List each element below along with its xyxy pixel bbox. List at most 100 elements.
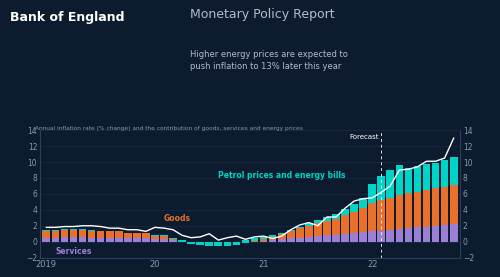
Bar [441, 160, 448, 187]
Bar [60, 237, 68, 242]
Bar [332, 235, 340, 242]
Bar [323, 221, 331, 235]
Bar [314, 236, 322, 242]
Bar [404, 193, 412, 228]
Bar [350, 233, 358, 242]
Bar [115, 231, 122, 238]
Bar [314, 220, 322, 223]
Bar [106, 230, 114, 231]
Bar [214, 242, 222, 243]
Bar [106, 238, 114, 242]
Bar [151, 239, 159, 242]
Bar [332, 219, 340, 235]
Bar [133, 233, 140, 238]
Text: Forecast: Forecast [349, 134, 378, 140]
Bar [224, 242, 231, 243]
Bar [232, 242, 240, 243]
Bar [188, 242, 195, 244]
Bar [350, 212, 358, 233]
Bar [305, 223, 312, 226]
Bar [414, 227, 422, 242]
Bar [378, 176, 385, 200]
Bar [88, 230, 96, 238]
Bar [314, 223, 322, 236]
Bar [232, 242, 240, 245]
Bar [250, 238, 258, 242]
Bar [386, 230, 394, 242]
Bar [422, 190, 430, 227]
Bar [450, 157, 458, 185]
Text: Higher energy prices are expected to
push inflation to 13% later this year: Higher energy prices are expected to pus… [190, 50, 348, 71]
Bar [133, 238, 140, 242]
Bar [224, 242, 231, 247]
Bar [178, 240, 186, 242]
Bar [232, 242, 240, 243]
Bar [269, 240, 276, 242]
Bar [386, 170, 394, 198]
Bar [287, 230, 294, 238]
Bar [124, 233, 132, 238]
Bar [368, 231, 376, 242]
Bar [296, 228, 304, 238]
Bar [414, 166, 422, 191]
Bar [360, 198, 367, 208]
Bar [323, 235, 331, 242]
Bar [70, 230, 78, 237]
Bar [305, 237, 312, 242]
Bar [142, 238, 150, 242]
Bar [278, 233, 285, 239]
Bar [78, 237, 86, 242]
Bar [441, 187, 448, 225]
Bar [296, 238, 304, 242]
Bar [432, 226, 440, 242]
Bar [360, 208, 367, 232]
Bar [224, 242, 231, 243]
Bar [142, 233, 150, 238]
Bar [97, 231, 104, 238]
Bar [242, 240, 250, 243]
Bar [169, 238, 177, 240]
Bar [206, 242, 213, 246]
Text: Petrol prices and energy bills: Petrol prices and energy bills [218, 171, 346, 180]
Text: Annual inflation rate (% change) and the contribution of goods, services and ene: Annual inflation rate (% change) and the… [35, 126, 303, 131]
Bar [115, 238, 122, 242]
Bar [60, 229, 68, 230]
Bar [441, 225, 448, 242]
Bar [169, 238, 177, 239]
Text: Bank of England: Bank of England [10, 11, 124, 24]
Bar [287, 238, 294, 242]
Text: Goods: Goods [164, 214, 191, 223]
Bar [160, 235, 168, 239]
Bar [278, 239, 285, 242]
Bar [42, 238, 50, 242]
Bar [422, 165, 430, 190]
Bar [414, 191, 422, 227]
Bar [214, 242, 222, 247]
Bar [151, 235, 159, 239]
Bar [332, 214, 340, 219]
Bar [432, 163, 440, 188]
Bar [396, 165, 403, 196]
Bar [323, 217, 331, 221]
Text: Services: Services [56, 247, 92, 256]
Bar [422, 227, 430, 242]
Bar [296, 227, 304, 228]
Bar [70, 229, 78, 230]
Bar [269, 235, 276, 237]
Bar [378, 230, 385, 242]
Bar [42, 230, 50, 238]
Bar [206, 242, 213, 243]
Bar [196, 242, 204, 245]
Bar [341, 216, 349, 234]
Bar [260, 237, 268, 241]
Bar [450, 185, 458, 224]
Bar [350, 204, 358, 212]
Bar [305, 226, 312, 237]
Bar [52, 238, 59, 242]
Bar [432, 188, 440, 226]
Bar [450, 224, 458, 242]
Bar [97, 238, 104, 242]
Bar [160, 235, 168, 236]
Bar [151, 235, 159, 236]
Bar [260, 237, 268, 239]
